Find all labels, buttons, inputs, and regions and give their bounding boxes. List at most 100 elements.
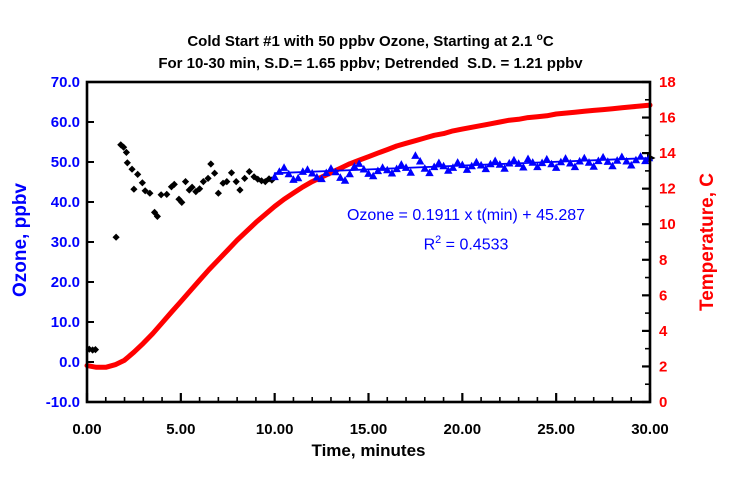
data-point-ozone-0-10min <box>122 148 131 156</box>
x-tick-label: 0.00 <box>72 421 101 438</box>
data-point-ozone-0-10min <box>138 179 146 187</box>
data-point-ozone-10-30min <box>627 160 636 169</box>
data-point-ozone-10-30min <box>303 165 312 173</box>
data-point-ozone-0-10min <box>170 180 178 188</box>
data-point-ozone-10-30min <box>444 166 453 174</box>
data-point-ozone-10-30min <box>406 168 415 176</box>
data-point-ozone-10-30min <box>312 172 322 181</box>
data-point-ozone-10-30min <box>317 174 326 183</box>
data-point-ozone-0-10min <box>241 174 249 182</box>
data-point-ozone-10-30min <box>617 152 627 161</box>
y-right-tick-label: 10 <box>659 216 676 233</box>
y-left-tick-label: 40.0 <box>51 194 80 211</box>
data-point-ozone-10-30min <box>636 152 645 160</box>
data-point-ozone-10-30min <box>275 167 284 175</box>
data-point-ozone-10-30min <box>425 168 434 177</box>
data-point-ozone-10-30min <box>467 161 476 170</box>
data-point-ozone-10-30min <box>528 158 537 166</box>
data-point-ozone-10-30min <box>603 157 612 165</box>
data-point-ozone-10-30min <box>505 158 514 167</box>
data-point-ozone-10-30min <box>514 159 523 167</box>
data-point-ozone-0-10min <box>91 346 100 354</box>
data-point-ozone-10-30min <box>551 163 561 171</box>
data-point-ozone-10-30min <box>326 164 336 172</box>
data-point-ozone-10-30min <box>575 156 584 165</box>
y-left-tick-label: 60.0 <box>51 114 80 131</box>
y-right-tick-label: 2 <box>659 358 667 375</box>
data-point-ozone-0-10min <box>265 175 273 183</box>
data-point-ozone-10-30min <box>373 166 383 175</box>
data-point-ozone-10-30min <box>308 168 317 177</box>
data-point-ozone-10-30min <box>533 162 542 171</box>
data-point-ozone-0-10min <box>232 178 240 186</box>
x-tick-label: 30.00 <box>631 421 669 438</box>
data-point-ozone-10-30min <box>608 161 617 170</box>
y-right-tick-label: 16 <box>659 110 676 127</box>
x-tick-label: 15.00 <box>350 421 388 438</box>
y-right-tick-label: 4 <box>659 323 668 340</box>
data-point-ozone-10-30min <box>486 159 495 168</box>
data-point-ozone-10-30min <box>411 151 420 159</box>
y-right-tick-label: 14 <box>659 145 676 162</box>
data-point-ozone-0-10min <box>207 160 215 168</box>
degree-symbol: o <box>536 32 543 43</box>
data-point-ozone-0-10min <box>178 198 186 206</box>
data-point-ozone-0-10min <box>130 185 138 193</box>
y-left-tick-label: 0.0 <box>59 354 80 371</box>
data-point-ozone-10-30min <box>336 173 345 181</box>
data-point-ozone-0-10min <box>204 174 212 182</box>
x-tick-label: 10.00 <box>256 421 294 438</box>
data-point-ozone-0-10min <box>245 168 253 176</box>
data-point-ozone-10-30min <box>631 155 641 164</box>
data-point-ozone-10-30min <box>298 167 308 175</box>
data-point-ozone-10-30min <box>547 159 556 168</box>
data-point-ozone-10-30min <box>383 165 392 174</box>
data-point-ozone-10-30min <box>570 162 580 171</box>
data-point-ozone-10-30min <box>401 163 411 171</box>
chart-title: Cold Start #1 with 50 ppbv Ozone, Starti… <box>0 27 741 53</box>
chart-title-unit: C <box>542 33 554 50</box>
data-point-ozone-0-10min <box>223 178 231 186</box>
plot-border <box>85 80 652 404</box>
data-point-ozone-10-30min <box>345 169 354 178</box>
x-axis-label: Time, minutes <box>311 441 426 460</box>
data-point-ozone-10-30min <box>331 167 340 176</box>
data-point-ozone-10-30min <box>561 154 570 162</box>
data-point-ozone-0-10min <box>119 143 128 151</box>
data-point-ozone-10-30min <box>350 162 359 170</box>
data-point-ozone-10-30min <box>293 173 303 182</box>
r-squared-annotation: R2 = 0.4533 <box>423 234 509 254</box>
y-left-tick-label: 50.0 <box>51 154 80 171</box>
data-point-ozone-10-30min <box>458 160 467 169</box>
data-point-ozone-10-30min <box>509 155 519 164</box>
x-tick-label: 5.00 <box>166 421 195 438</box>
data-point-ozone-10-30min <box>622 156 631 165</box>
y-right-tick-label: 18 <box>659 74 676 91</box>
y-left-tick-label: 20.0 <box>51 274 80 291</box>
data-point-ozone-10-30min <box>584 158 594 166</box>
data-point-ozone-0-10min <box>163 190 171 198</box>
data-point-ozone-0-10min <box>85 345 93 353</box>
data-point-ozone-10-30min <box>448 163 458 171</box>
data-point-ozone-10-30min <box>472 157 481 166</box>
x-tick-label: 20.00 <box>444 421 482 438</box>
data-point-ozone-10-30min <box>378 163 387 171</box>
data-point-ozone-10-30min <box>556 157 566 166</box>
data-point-ozone-10-30min <box>542 154 551 163</box>
y-right-tick-label: 0 <box>659 394 667 411</box>
data-point-ozone-0-10min <box>153 212 161 220</box>
data-point-ozone-0-10min <box>134 170 142 178</box>
data-point-ozone-0-10min <box>146 189 154 197</box>
data-point-ozone-0-10min <box>181 178 190 186</box>
data-point-ozone-0-10min <box>188 183 196 191</box>
y-right-tick-label: 8 <box>659 252 667 269</box>
y-left-tick-label: 30.0 <box>51 234 80 251</box>
data-point-ozone-10-30min <box>429 162 439 171</box>
y-left-tick-label: 70.0 <box>51 74 80 91</box>
data-point-ozone-10-30min <box>589 162 598 170</box>
data-point-ozone-10-30min <box>453 158 462 166</box>
x-tick-label: 25.00 <box>537 421 575 438</box>
data-point-ozone-0-10min <box>211 169 219 177</box>
